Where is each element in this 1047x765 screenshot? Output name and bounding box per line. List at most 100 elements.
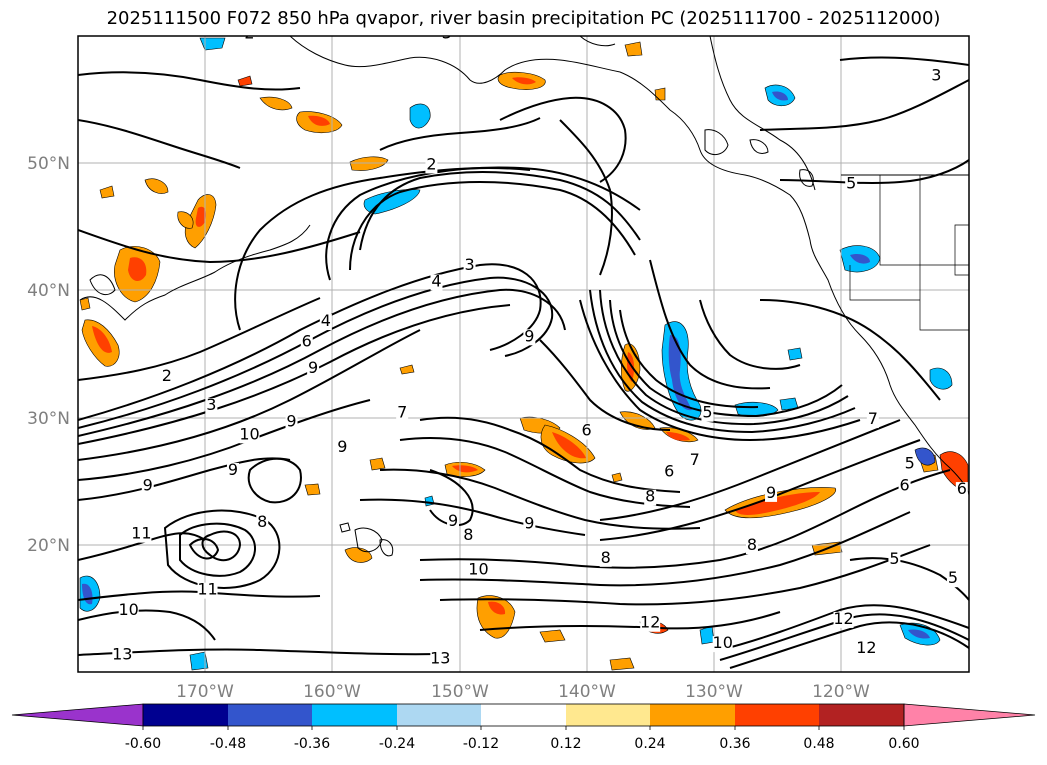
contour-label: 3 bbox=[464, 255, 474, 274]
colorbar-bin bbox=[143, 704, 228, 726]
contour-label-bg bbox=[141, 478, 154, 495]
contour-label: 10 bbox=[239, 424, 259, 443]
contour-label-bg bbox=[866, 412, 879, 429]
contour-label-bg bbox=[712, 636, 733, 653]
contour-label-bg bbox=[640, 615, 661, 632]
contour-label-bg bbox=[833, 611, 854, 628]
contour-label: 6 bbox=[664, 461, 674, 480]
contour-label-bg bbox=[701, 405, 714, 422]
contour-label-bg bbox=[688, 452, 701, 469]
contour-label-bg bbox=[205, 398, 218, 415]
contour-label: 9 bbox=[448, 511, 458, 530]
contour-label-bg bbox=[856, 641, 877, 658]
contour-label: 4 bbox=[321, 311, 331, 330]
colorbar-tick-label: 0.48 bbox=[803, 736, 834, 752]
colorbar-bin bbox=[650, 704, 735, 726]
colorbar-bin bbox=[735, 704, 819, 726]
contour-label: 9 bbox=[524, 513, 534, 532]
colorbar-tick-label: -0.24 bbox=[379, 736, 415, 752]
contour-label-bg bbox=[160, 368, 173, 385]
contour-label-bg bbox=[425, 157, 438, 174]
colorbar-tick-label: 0.24 bbox=[634, 736, 665, 752]
contour-label: 11 bbox=[197, 580, 217, 599]
contour-label: 3 bbox=[931, 65, 941, 84]
colorbar-bin bbox=[397, 704, 481, 726]
contour-label-bg bbox=[898, 478, 911, 495]
contour-label-bg bbox=[319, 314, 332, 331]
colorbar-tick-label: 0.36 bbox=[719, 736, 750, 752]
contour-label: 9 bbox=[766, 483, 776, 502]
contour-label: 6 bbox=[900, 475, 910, 494]
contour-label-bg bbox=[197, 582, 218, 599]
contour-label: 7 bbox=[690, 450, 700, 469]
contour-label-bg bbox=[118, 603, 139, 620]
lat-label: 40°N bbox=[27, 281, 70, 301]
lon-label: 150°W bbox=[431, 682, 489, 702]
contour-label-bg bbox=[307, 361, 320, 378]
contour-label-bg bbox=[239, 427, 260, 444]
contour-label-bg bbox=[462, 527, 475, 544]
contour-label-bg bbox=[644, 489, 657, 506]
contour-label: 4 bbox=[431, 272, 441, 291]
coastlines bbox=[79, 36, 969, 557]
contour-label-bg bbox=[256, 515, 269, 532]
contour-label-bg bbox=[946, 571, 959, 588]
contour-label-bg bbox=[580, 423, 593, 440]
contour-label: 10 bbox=[468, 559, 488, 578]
contour-label-bg bbox=[430, 274, 443, 291]
contour-label: 8 bbox=[747, 535, 757, 554]
contour-label-bg bbox=[930, 68, 943, 85]
lon-label: 170°W bbox=[176, 682, 234, 702]
contour-label: 5 bbox=[702, 403, 712, 422]
colorbar-tick-label: -0.36 bbox=[294, 736, 330, 752]
contour-label: 13 bbox=[112, 645, 132, 664]
contour-label: 12 bbox=[640, 613, 660, 632]
contour-label: 9 bbox=[337, 437, 347, 456]
contour-label: 2 bbox=[162, 366, 172, 385]
contour-label: 7 bbox=[868, 409, 878, 428]
contour-label-bg bbox=[599, 550, 612, 567]
colorbar-extend-low bbox=[11, 703, 144, 727]
contour-label-bg bbox=[955, 482, 968, 499]
lon-label: 120°W bbox=[812, 682, 870, 702]
contour-label-bg bbox=[663, 464, 676, 481]
contour-label: 3 bbox=[442, 23, 452, 42]
contour-label: 8 bbox=[601, 548, 611, 567]
colorbar-bin bbox=[228, 704, 312, 726]
colorbar-tick-label: 0.60 bbox=[888, 736, 919, 752]
colorbar: -0.60 -0.48 -0.36 -0.24 -0.12 0.12 0.24 … bbox=[11, 703, 1036, 752]
contour-label: 10 bbox=[119, 600, 139, 619]
contour-label: 9 bbox=[228, 460, 238, 479]
contour-label-bg bbox=[903, 456, 916, 473]
contour-label-bg bbox=[468, 562, 489, 579]
contour-label: 13 bbox=[430, 648, 450, 667]
contour-label-bg bbox=[243, 36, 256, 43]
lon-label: 130°W bbox=[685, 682, 743, 702]
longitude-labels: 170°W 160°W 150°W 140°W 130°W 120°W bbox=[176, 682, 870, 702]
lat-label: 30°N bbox=[27, 409, 70, 429]
contour-label: 12 bbox=[856, 638, 876, 657]
contour-label-bg bbox=[396, 405, 409, 422]
contour-label: 8 bbox=[463, 525, 473, 544]
lon-label: 160°W bbox=[303, 682, 361, 702]
contour-label-bg bbox=[131, 526, 152, 543]
colorbar-tick-label: -0.12 bbox=[463, 736, 499, 752]
lon-label: 140°W bbox=[558, 682, 616, 702]
contour-label-bg bbox=[745, 538, 758, 555]
contour-label-bg bbox=[430, 651, 451, 668]
contour-label-bg bbox=[845, 176, 858, 193]
map-frame bbox=[77, 35, 970, 673]
map-title: 2025111500 F072 850 hPa qvapor, river ba… bbox=[106, 8, 941, 29]
contour-label-bg bbox=[440, 36, 453, 43]
colorbar-bin bbox=[312, 704, 397, 726]
colorbar-tick-label: -0.48 bbox=[210, 736, 246, 752]
lat-label: 20°N bbox=[27, 536, 70, 556]
contour-label: 5 bbox=[889, 549, 899, 568]
contour-label-bg bbox=[112, 647, 133, 664]
contour-label-bg bbox=[463, 258, 476, 275]
lat-label: 50°N bbox=[27, 154, 70, 174]
contour-label-bg bbox=[300, 334, 313, 351]
contour-label-bg bbox=[523, 329, 536, 346]
contour-label: 6 bbox=[957, 479, 967, 498]
